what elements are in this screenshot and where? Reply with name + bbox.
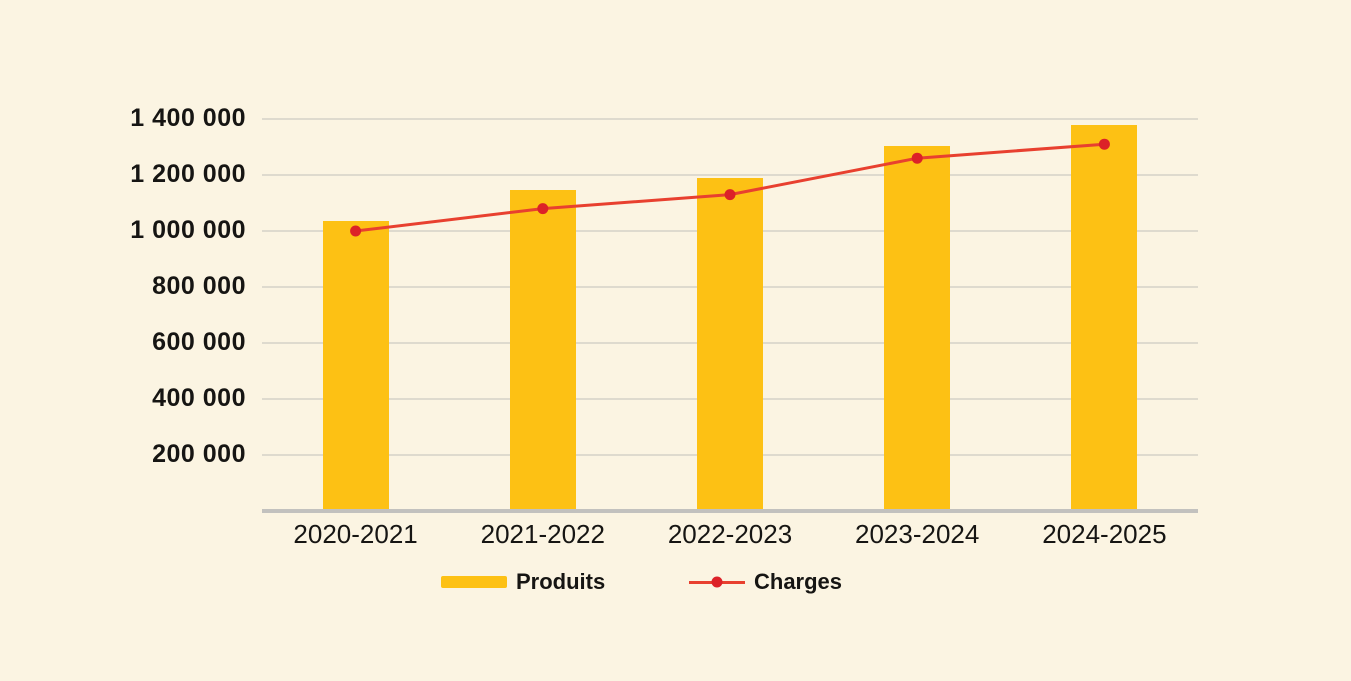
y-tick-label-1400000: 1 400 000 [130,104,246,132]
charges-dot-icon [711,576,723,588]
x-tick-label-2020-2021: 2020-2021 [293,519,418,549]
y-tick-label-1200000: 1 200 000 [130,160,246,188]
y-tick-label-600000: 600 000 [152,328,246,356]
bar-produits-2022-2023 [697,177,763,509]
produits-bar-swatch-icon [441,576,507,588]
bar-produits-2024-2025 [1071,124,1138,509]
gridline-1400000 [262,118,1198,120]
x-tick-label-2022-2023: 2022-2023 [667,519,793,549]
legend-label-produits: Produits [516,569,606,594]
x-axis-baseline [262,509,1198,513]
legend-item-produits: Produits [441,568,605,596]
x-tick-label-2021-2022: 2021-2022 [480,519,605,549]
legend-label-charges: Charges [754,569,843,594]
y-tick-label-1000000: 1 000 000 [130,216,246,244]
legend-item-charges: Charges [689,568,842,596]
bar-produits-2020-2021 [322,221,389,509]
y-tick-label-800000: 800 000 [152,272,246,300]
y-tick-label-400000: 400 000 [152,384,246,412]
x-tick-label-2023-2024: 2023-2024 [855,519,980,549]
y-tick-label-200000: 200 000 [152,440,246,468]
x-tick-label-2024-2025: 2024-2025 [1042,519,1167,549]
bar-produits-2023-2024 [884,145,951,509]
charges-line-swatch-icon [689,576,745,588]
bar-produits-2021-2022 [509,190,576,509]
gridline-1200000 [262,174,1198,176]
legend: Produits Charges [0,568,1351,598]
